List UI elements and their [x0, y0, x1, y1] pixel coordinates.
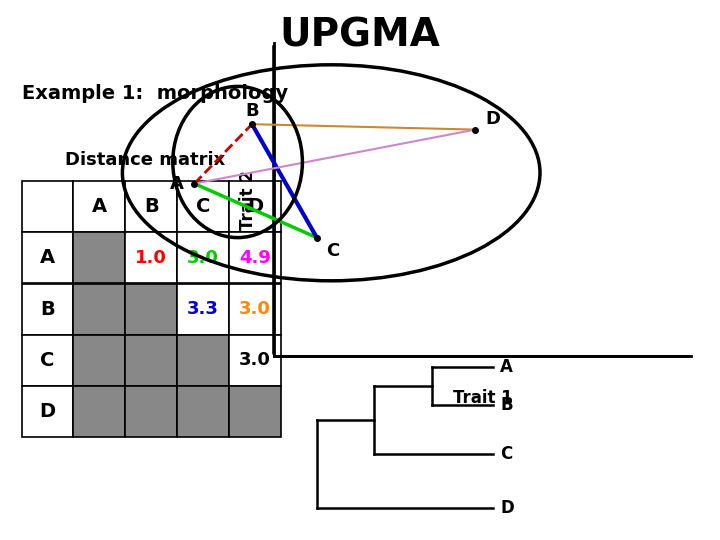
Bar: [22, 284, 73, 335]
Bar: [229, 335, 281, 386]
Bar: [22, 232, 73, 284]
Text: B: B: [246, 102, 258, 120]
Bar: [73, 386, 125, 437]
Text: Trait 1: Trait 1: [453, 389, 512, 407]
Bar: [229, 181, 281, 232]
Bar: [125, 335, 177, 386]
Bar: [229, 386, 281, 437]
Text: Trait 2: Trait 2: [239, 170, 258, 230]
Text: B: B: [144, 197, 158, 216]
Text: B: B: [500, 396, 513, 414]
Text: A: A: [169, 174, 184, 193]
Bar: [177, 181, 229, 232]
Bar: [177, 284, 229, 335]
Text: 1.0: 1.0: [135, 249, 167, 267]
Bar: [73, 335, 125, 386]
Text: A: A: [91, 197, 107, 216]
Text: C: C: [40, 351, 55, 370]
Text: 3.0: 3.0: [187, 249, 219, 267]
Text: 4.9: 4.9: [239, 249, 271, 267]
Text: Example 1:  morphology: Example 1: morphology: [22, 84, 288, 103]
Bar: [22, 335, 73, 386]
Text: 3.0: 3.0: [239, 300, 271, 318]
Bar: [73, 232, 125, 284]
Text: C: C: [326, 242, 339, 260]
Text: UPGMA: UPGMA: [279, 16, 441, 54]
Bar: [125, 386, 177, 437]
Text: 3.0: 3.0: [239, 352, 271, 369]
Text: D: D: [40, 402, 55, 421]
Bar: [125, 284, 177, 335]
Bar: [22, 386, 73, 437]
Text: B: B: [40, 300, 55, 319]
Bar: [177, 232, 229, 284]
Text: D: D: [500, 498, 514, 517]
Text: D: D: [247, 197, 263, 216]
Text: A: A: [500, 358, 513, 376]
Text: C: C: [196, 197, 210, 216]
Bar: [22, 181, 73, 232]
Text: D: D: [486, 110, 500, 128]
Text: 3.3: 3.3: [187, 300, 219, 318]
Bar: [229, 232, 281, 284]
Bar: [229, 284, 281, 335]
Text: C: C: [500, 444, 513, 463]
Bar: [73, 181, 125, 232]
Bar: [177, 386, 229, 437]
Text: Distance matrix: Distance matrix: [65, 151, 225, 169]
Bar: [125, 181, 177, 232]
Bar: [177, 335, 229, 386]
Bar: [73, 284, 125, 335]
Bar: [125, 232, 177, 284]
Text: A: A: [40, 248, 55, 267]
